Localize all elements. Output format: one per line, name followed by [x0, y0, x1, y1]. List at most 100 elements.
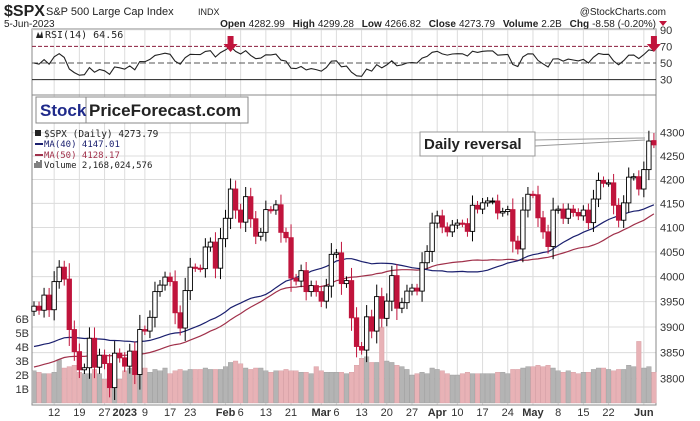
- volume-bar: [631, 366, 637, 404]
- candle-body: [394, 275, 400, 309]
- volume-bar: [384, 360, 390, 404]
- volume-bar: [66, 366, 72, 404]
- candle-body: [46, 294, 52, 311]
- volume-bar: [323, 372, 329, 404]
- ohlc-summary: Open 4282.99 High 4299.28 Low 4266.82 Close…: [220, 19, 656, 30]
- candle: [530, 190, 536, 199]
- candle: [525, 187, 531, 218]
- candle-body: [217, 238, 224, 269]
- volume-bar: [258, 367, 264, 404]
- candle-body: [540, 217, 546, 233]
- volume-bar: [253, 367, 259, 404]
- candle-body: [358, 346, 365, 351]
- volume-bar: [389, 362, 395, 404]
- candle-body: [545, 231, 551, 247]
- copyright: @StockCharts.com: [580, 7, 666, 18]
- candle-body: [374, 296, 380, 332]
- volume-legend-icon: [34, 160, 42, 168]
- candle-body: [605, 182, 612, 185]
- candle: [495, 194, 501, 220]
- watermark-stock: Stock: [40, 101, 87, 120]
- volume-bar: [475, 373, 481, 404]
- price-tick-label: 3900: [660, 322, 684, 334]
- candle: [510, 198, 516, 253]
- candle-body: [439, 215, 445, 228]
- volume-bar: [248, 369, 254, 404]
- candle-body: [66, 278, 72, 331]
- candle: [600, 176, 607, 188]
- volume-bar: [535, 365, 541, 404]
- volume-bar: [399, 366, 405, 404]
- candle: [540, 210, 546, 239]
- x-tick-label: 8: [555, 407, 561, 419]
- candle-body: [353, 317, 360, 347]
- volume-bar: [308, 373, 314, 404]
- candle: [81, 363, 88, 374]
- chg-value: -8.58 (-0.20%): [592, 19, 656, 30]
- candle-body: [399, 302, 405, 309]
- symbol: $SPX: [4, 3, 45, 20]
- candle-body: [560, 208, 566, 219]
- watermark-logo: Stock PriceForecast.com: [35, 96, 249, 124]
- legend-ma50: MA(50) 4128.17: [44, 151, 120, 161]
- volume-bar: [187, 369, 193, 404]
- candle-body: [515, 240, 521, 250]
- volume-bar: [56, 359, 62, 404]
- volume-layer: [31, 327, 657, 404]
- x-tick-label: 17: [164, 407, 176, 419]
- x-tick-label: 12: [48, 407, 60, 419]
- candle: [202, 238, 209, 278]
- index-name: S&P 500 Large Cap Index: [46, 6, 174, 18]
- candle: [313, 280, 319, 297]
- candle-layer: [31, 130, 657, 401]
- x-tick-label: 17: [476, 407, 488, 419]
- ma-layer: [33, 204, 655, 368]
- volume-bar: [152, 369, 158, 404]
- candle: [187, 257, 193, 301]
- volume-label: Volume: [503, 19, 539, 30]
- candle: [117, 348, 123, 363]
- volume-bar: [273, 370, 279, 404]
- rsi-tick-label: 70: [660, 41, 672, 53]
- candle: [36, 301, 42, 315]
- volume-bar: [364, 356, 370, 404]
- candle-body: [96, 354, 103, 368]
- volume-bar: [202, 367, 208, 404]
- candle: [565, 203, 571, 224]
- high-label: High: [293, 19, 315, 30]
- annotation-text: Daily reversal: [424, 136, 522, 153]
- volume-bar: [343, 373, 349, 404]
- volume-bar: [636, 341, 642, 404]
- candle-body: [303, 270, 309, 293]
- volume-tick-label: 4B: [16, 342, 29, 354]
- volume-bar: [217, 369, 223, 404]
- x-tick-label: 6: [238, 407, 244, 419]
- volume-bar: [142, 367, 148, 404]
- candle: [192, 263, 198, 272]
- volume-bar: [298, 372, 304, 404]
- candle: [419, 252, 425, 302]
- candle: [489, 197, 496, 205]
- volume-bar: [303, 372, 309, 404]
- volume-bar: [31, 370, 37, 404]
- candle: [636, 170, 642, 196]
- candle-body: [162, 276, 168, 286]
- volume-bar: [606, 369, 612, 404]
- candle: [560, 203, 566, 224]
- candle-body: [152, 291, 158, 318]
- rsi-label: RSI(14) 64.56: [45, 30, 123, 41]
- candle: [651, 133, 657, 149]
- candle-body: [243, 196, 249, 223]
- candle: [298, 264, 304, 288]
- candle: [454, 219, 461, 229]
- candle: [555, 205, 561, 214]
- x-tick-label: 27: [406, 407, 418, 419]
- candle-body: [86, 337, 93, 369]
- candle-body: [318, 291, 324, 302]
- candle: [570, 204, 576, 217]
- candle: [182, 277, 188, 342]
- volume-bar: [490, 373, 496, 404]
- candle: [333, 249, 340, 259]
- volume-bar: [207, 369, 213, 404]
- volume-bar: [212, 369, 218, 404]
